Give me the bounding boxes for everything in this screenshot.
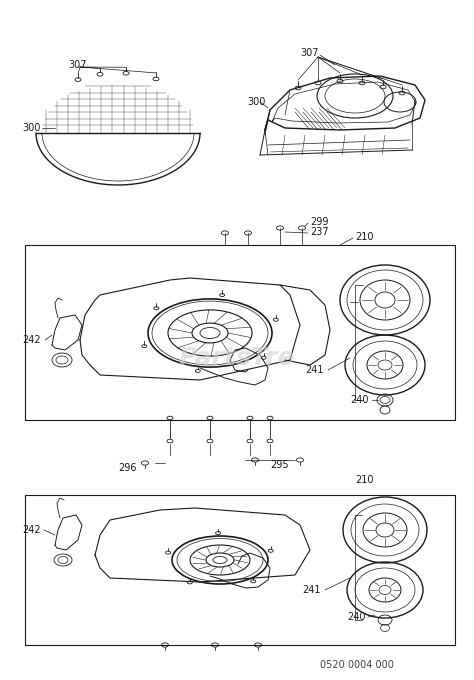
Text: 241: 241 — [305, 365, 323, 375]
Text: 307: 307 — [300, 48, 319, 58]
Text: 295: 295 — [270, 460, 289, 470]
Text: 307: 307 — [68, 60, 86, 70]
Text: 241: 241 — [302, 585, 320, 595]
Text: 296: 296 — [118, 463, 137, 473]
Text: 210: 210 — [355, 232, 374, 242]
Text: 242: 242 — [22, 335, 41, 345]
Text: 300: 300 — [247, 97, 265, 107]
Text: 240: 240 — [347, 612, 365, 622]
Text: 240: 240 — [350, 395, 368, 405]
Text: 242: 242 — [22, 525, 41, 535]
Text: PartsTre: PartsTre — [179, 346, 295, 370]
Text: 300: 300 — [22, 123, 40, 133]
Text: 237: 237 — [310, 227, 328, 237]
Text: 299: 299 — [310, 217, 328, 227]
Text: 0520 0004 000: 0520 0004 000 — [320, 660, 394, 670]
Bar — [25, 495, 455, 645]
Bar — [25, 245, 455, 420]
Text: 210: 210 — [355, 475, 374, 485]
